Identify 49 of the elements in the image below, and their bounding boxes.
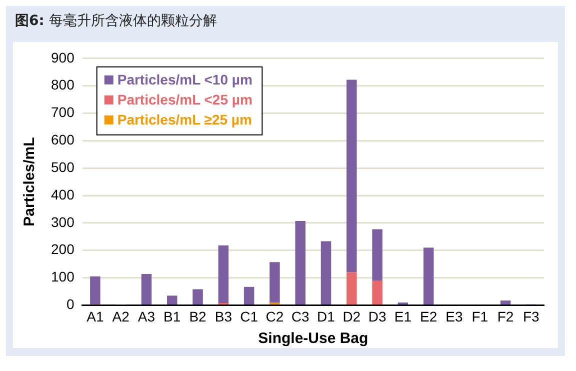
- y-axis-title: Particles/mL: [21, 137, 38, 226]
- y-tick-label: 300: [51, 214, 75, 230]
- legend-label: Particles/mL <25 µm: [117, 91, 252, 108]
- x-tick-label: E3: [446, 308, 464, 324]
- bar: [295, 221, 306, 304]
- bar: [423, 248, 434, 304]
- x-tick-label: B1: [164, 308, 181, 324]
- bar: [346, 272, 357, 304]
- x-tick-label: B3: [214, 308, 232, 324]
- x-tick-label: C3: [291, 308, 310, 324]
- bar: [244, 286, 254, 304]
- bar: [372, 229, 382, 281]
- x-tick-label: A1: [86, 308, 104, 324]
- legend-label: Particles/mL <10 µm: [117, 71, 252, 88]
- x-tick-label: B2: [189, 308, 207, 324]
- y-tick-label: 400: [51, 186, 75, 202]
- x-tick-label: D2: [342, 308, 361, 324]
- legend-label: Particles/mL ≥25 µm: [117, 111, 252, 128]
- y-tick-label: 800: [51, 76, 75, 93]
- bar: [166, 296, 178, 304]
- y-tick-label: 100: [51, 268, 75, 285]
- bar: [90, 276, 100, 304]
- y-tick-label: 0: [66, 296, 75, 312]
- x-tick-label: A2: [112, 308, 130, 324]
- x-tick-label: C1: [240, 308, 258, 324]
- bar: [218, 245, 229, 304]
- y-tick-label: 500: [51, 158, 75, 175]
- chart-title: 图6: 每毫升所含液体的颗粒分解: [15, 12, 217, 30]
- x-tick-label: E1: [394, 308, 412, 324]
- bar: [192, 289, 203, 304]
- x-axis-title: Single-Use Bag: [258, 330, 368, 348]
- bar: [270, 262, 280, 302]
- bar: [141, 274, 152, 304]
- x-tick-label: C2: [266, 308, 284, 324]
- bar: [320, 241, 332, 304]
- x-tick-label: E2: [420, 308, 438, 324]
- x-tick-label: F3: [523, 308, 540, 324]
- x-tick-label: F2: [497, 308, 514, 324]
- x-tick-label: F1: [472, 308, 488, 324]
- y-tick-label: 900: [51, 49, 75, 66]
- bar: [500, 300, 511, 304]
- y-tick-label: 200: [51, 241, 75, 258]
- bar: [372, 280, 382, 304]
- y-tick-label: 700: [51, 104, 75, 120]
- y-tick-label: 600: [51, 132, 75, 148]
- x-tick-label: D3: [368, 308, 386, 324]
- x-tick-label: A3: [138, 308, 156, 324]
- x-tick-label: D1: [317, 308, 336, 324]
- bar: [346, 80, 357, 272]
